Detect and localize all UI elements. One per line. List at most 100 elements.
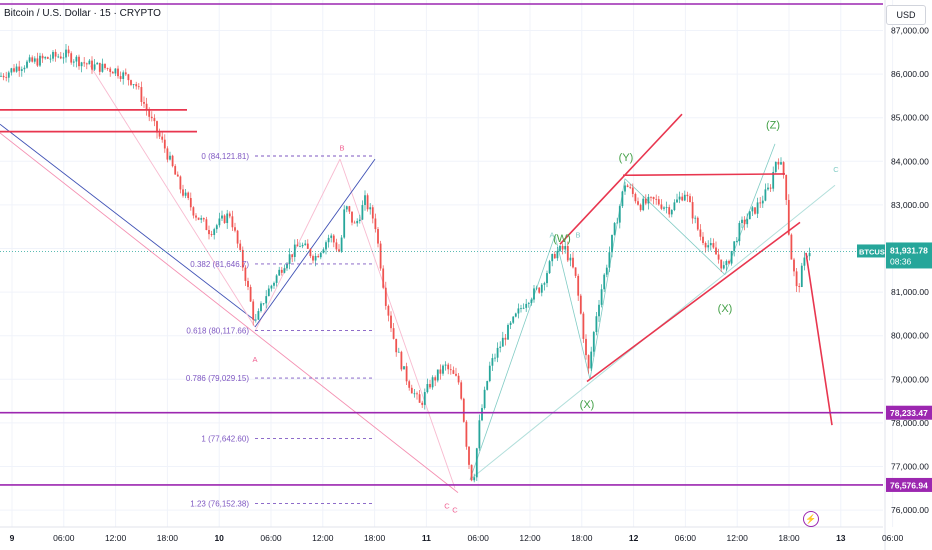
candle-body xyxy=(603,274,606,290)
x-tick-label: 9 xyxy=(10,533,15,543)
candle-body xyxy=(119,76,122,79)
candle-body xyxy=(319,252,322,258)
candle-body xyxy=(421,402,424,405)
candle-body xyxy=(704,242,707,248)
candle-body xyxy=(694,217,697,219)
candle-body xyxy=(405,366,408,382)
candle-body xyxy=(7,72,10,78)
candle-body xyxy=(613,223,616,235)
candle-body xyxy=(689,196,691,203)
candle-body xyxy=(257,311,260,320)
level-price-text: 76,576.94 xyxy=(890,480,928,490)
candle-body xyxy=(793,259,795,272)
candle-body xyxy=(624,185,626,192)
candle-body xyxy=(184,192,187,196)
candle-body xyxy=(652,196,655,199)
candle-body xyxy=(782,162,785,175)
candle-body xyxy=(340,237,343,252)
y-tick-label: 81,000.00 xyxy=(891,287,929,297)
candle-body xyxy=(452,370,455,374)
candle-body xyxy=(585,338,587,356)
x-tick-label: 18:00 xyxy=(571,533,593,543)
candle-body xyxy=(358,219,361,221)
candle-body xyxy=(436,369,439,381)
candle-body xyxy=(176,174,179,177)
teal-wave xyxy=(469,235,556,480)
candle-body xyxy=(283,268,286,273)
candle-body xyxy=(655,198,658,200)
candle-body xyxy=(468,446,470,465)
candle-body xyxy=(579,295,582,314)
wave-label: (X) xyxy=(718,303,733,315)
x-tick-label: 18:00 xyxy=(157,533,179,543)
candle-body xyxy=(772,171,775,189)
candle-body xyxy=(717,254,720,260)
candle-body xyxy=(535,287,538,289)
lightning-alert-icon[interactable]: ⚡ xyxy=(803,511,819,527)
candle-body xyxy=(10,68,13,73)
candle-body xyxy=(517,308,520,314)
candle-body xyxy=(574,267,577,276)
x-tick-label: 12 xyxy=(629,533,639,543)
candle-body xyxy=(348,206,351,212)
candle-body xyxy=(244,267,247,281)
navy-trendline xyxy=(0,123,256,321)
drawings-background xyxy=(0,65,836,494)
red-channel-upper xyxy=(559,113,683,245)
candle-body xyxy=(621,191,624,207)
current-price-text: 81,931.78 xyxy=(890,245,928,255)
candle-body xyxy=(109,68,112,72)
candle-body xyxy=(280,269,283,273)
candle-body xyxy=(400,351,403,370)
x-tick-label: 12:00 xyxy=(105,533,127,543)
x-tick-label: 06:00 xyxy=(53,533,75,543)
candle-body xyxy=(104,63,106,69)
candle-body xyxy=(460,382,463,399)
candle-body xyxy=(647,196,650,204)
red-projection xyxy=(805,252,833,426)
candle-body xyxy=(369,207,372,210)
red-channel-top xyxy=(622,173,786,177)
candle-body xyxy=(153,118,156,122)
candle-body xyxy=(67,49,70,54)
candle-body xyxy=(377,229,379,244)
candle-body xyxy=(273,282,275,286)
teal-wave xyxy=(724,143,776,275)
wave-label: C xyxy=(833,165,839,174)
candle-body xyxy=(660,204,663,209)
candle-body xyxy=(210,234,213,236)
fib-level-label: 0.618 (80,117.66) xyxy=(186,327,249,336)
candle-body xyxy=(634,193,637,202)
candle-body xyxy=(504,337,507,340)
currency-button[interactable]: USD xyxy=(886,5,926,25)
price-axis: 87,000.00 86,000.00 85,000.00 84,000.00 83,0… xyxy=(884,0,929,550)
candle-body xyxy=(486,381,489,390)
candle-body xyxy=(330,235,333,238)
candle-body xyxy=(325,242,327,250)
wave-label: C xyxy=(452,506,458,515)
candle-body xyxy=(533,288,535,300)
candle-body xyxy=(673,202,676,211)
candle-body xyxy=(314,255,317,261)
candle-body xyxy=(327,237,330,243)
candle-body xyxy=(70,53,73,63)
candle-body xyxy=(577,275,580,296)
candle-body xyxy=(691,202,694,219)
candle-body xyxy=(663,207,665,209)
candle-body xyxy=(31,57,34,62)
candle-body xyxy=(551,254,554,262)
candle-body xyxy=(759,202,762,204)
candle-body xyxy=(148,110,151,117)
candle-body xyxy=(364,195,366,206)
candle-body xyxy=(382,268,385,288)
candle-body xyxy=(20,69,23,71)
teal-wave xyxy=(624,178,726,275)
candle-body xyxy=(158,132,161,137)
candle-body xyxy=(145,103,148,111)
symbol-tag-text: BTCUSD xyxy=(859,247,891,256)
candle-body xyxy=(215,225,218,230)
candle-body xyxy=(262,303,265,305)
candle-body xyxy=(137,86,140,88)
